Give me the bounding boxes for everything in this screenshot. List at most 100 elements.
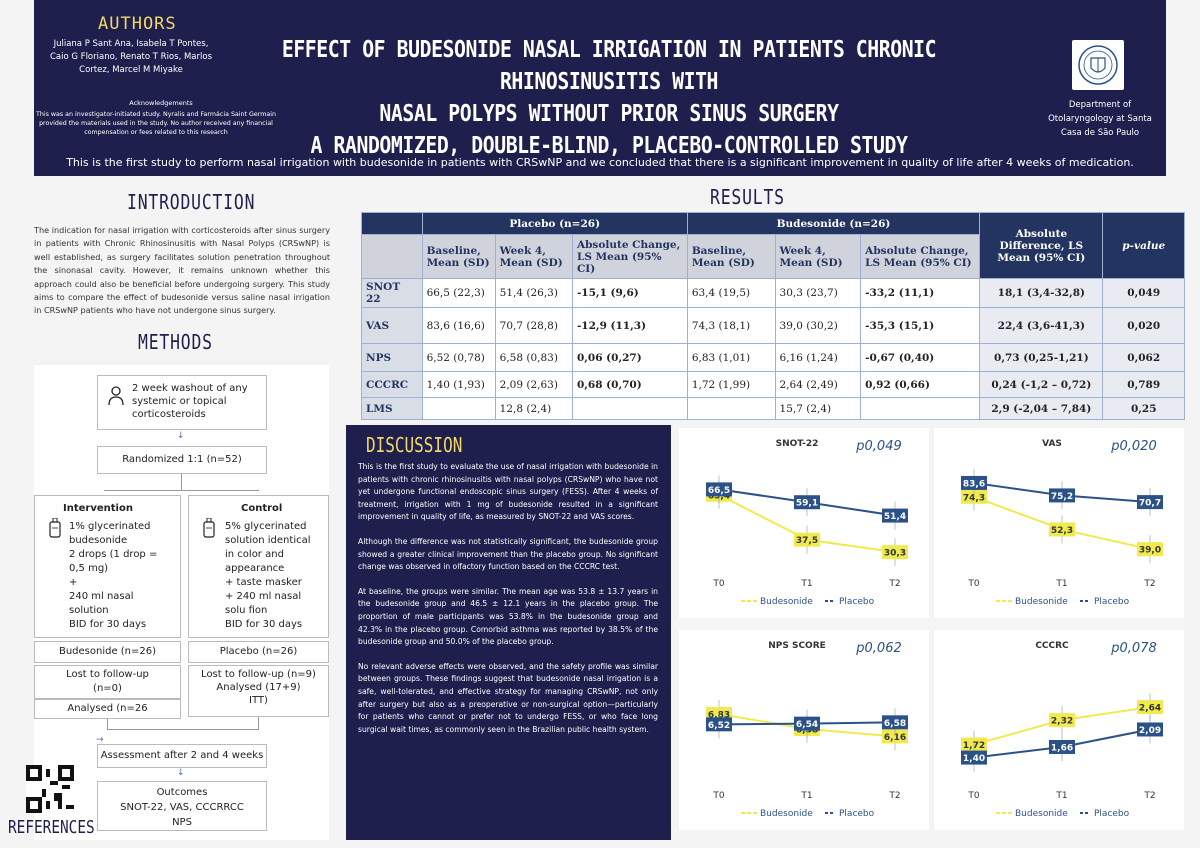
table-cell: 6,16 (1,24) <box>774 343 862 372</box>
data-point <box>794 495 820 510</box>
data-label: 2,64 <box>1139 704 1161 714</box>
chart-title: CCCRC <box>1035 641 1069 651</box>
intervention-lost-box: Lost to follow-up (n=0) <box>34 665 181 699</box>
chart-vas: VAS p0,020 T0 T1 T2 74,3 52,3 39,0 83,6 75,2 70,7 B… <box>934 428 1184 618</box>
data-label: 83,6 <box>963 479 985 489</box>
table-cell: 0,73 (0,25-1,21) <box>979 343 1104 372</box>
control-title: Control <box>241 503 283 514</box>
legend-label: Placebo <box>839 809 875 819</box>
assessment-box: Assessment after 2 and 4 weeks <box>97 744 267 768</box>
table-cell: 2,9 (-2,04 – 7,84) <box>979 397 1104 420</box>
column-header: Baseline, Mean (SD) <box>686 234 776 279</box>
qr-code[interactable] <box>26 765 74 813</box>
data-point <box>1137 722 1163 737</box>
table-row: CCCRC 1,40 (1,93) 2,09 (2,63) 0,68 (0,70… <box>361 371 1185 398</box>
table-label-header <box>361 234 423 279</box>
budesonide-group-box: Budesonide (n=26) <box>34 641 181 663</box>
control-lost-box: Lost to follow-up (n=9) Analysed (17+9) … <box>188 665 329 717</box>
data-label: 2,32 <box>1051 717 1073 727</box>
table-cell: 18,1 (3,4-32,8) <box>979 278 1104 308</box>
table-cell: 2,64 (2,49) <box>774 371 862 398</box>
poster-title: EFFECT OF BUDESONIDE NASAL IRRIGATION IN… <box>265 34 953 162</box>
table-row: LMS 12,8 (2,4) 15,7 (2,4) 2,9 (-2,04 – 7… <box>361 397 1185 420</box>
x-tick-label: T1 <box>1055 579 1067 589</box>
x-tick-label: T0 <box>712 791 724 801</box>
outcomes-line: Outcomes <box>156 787 208 798</box>
chart-title: NPS SCORE <box>768 641 826 651</box>
data-point <box>706 717 732 732</box>
data-point <box>1049 739 1075 754</box>
table-cell: 22,4 (3,6-41,3) <box>979 307 1104 344</box>
row-label: SNOT 22 <box>361 278 423 308</box>
chart-title: VAS <box>1042 439 1062 449</box>
discussion-panel: DISCUSSION This is the first study to ev… <box>346 425 671 840</box>
chart-title: SNOT-22 <box>776 439 819 449</box>
pvalue-header: p-value <box>1102 212 1185 279</box>
bottle-icon <box>49 518 61 538</box>
table-cell: 0,24 (-1,2 – 0,72) <box>979 371 1104 398</box>
control-line: solution identical <box>225 535 311 546</box>
legend-label: Budesonide <box>1015 809 1068 819</box>
connector-line <box>258 717 259 729</box>
control-line: + 240 ml nasal <box>225 591 302 602</box>
table-cell: 51,4 (26,3) <box>494 278 573 308</box>
data-label: 30,3 <box>884 549 906 559</box>
table-group-header-row: Placebo (n=26) Budesonide (n=26) Absolut… <box>361 212 1185 279</box>
table-cell: 15,7 (2,4) <box>774 397 862 420</box>
chart-nps: NPS SCOREp0,062T0T1T26,836,386,166,526,5… <box>679 630 929 830</box>
lost-line: Lost to follow-up <box>66 669 149 680</box>
arrow-down-icon: ↓ <box>177 431 185 441</box>
data-label: 52,3 <box>1051 526 1073 536</box>
data-label: 6,58 <box>884 719 906 729</box>
intervention-line: BID for 30 days <box>69 619 147 630</box>
placebo-group-header: Placebo (n=26) <box>421 212 688 235</box>
author-line: Cortez, Marcel M Miyake <box>79 65 183 75</box>
x-tick-label: T1 <box>1055 791 1067 801</box>
intervention-line: + <box>69 577 78 588</box>
table-cell: 0,06 (0,27) <box>571 343 688 372</box>
person-icon <box>108 386 124 406</box>
table-cell: 0,25 <box>1102 397 1185 420</box>
column-header: Absolute Change, LS Mean (95% CI) <box>571 234 688 279</box>
introduction-title: INTRODUCTION <box>127 190 256 214</box>
intervention-box: Intervention 1% glycerinated budesonide … <box>34 495 181 638</box>
chart-snot22: SNOT-22p0,049T0T1T263,437,530,366,559,15… <box>679 428 929 618</box>
data-label: 2,09 <box>1139 726 1161 736</box>
authors-title: AUTHORS <box>98 14 177 34</box>
data-point <box>882 729 908 744</box>
table-cell: 12,8 (2,4) <box>494 397 573 420</box>
table-cell: 74,3 (18,1) <box>686 307 776 344</box>
chart-pvalue: p0,020 <box>1110 439 1156 454</box>
institution-logo <box>1072 40 1124 90</box>
control-line: appearance <box>225 563 285 574</box>
chart-svg: SNOT-22p0,049T0T1T263,437,530,366,559,15… <box>706 439 908 607</box>
intervention-line: 2 drops (1 drop = <box>69 549 158 560</box>
data-point <box>882 715 908 730</box>
department-line: Department of <box>1068 100 1132 110</box>
author-line: Caio G Floriano, Renato T Rios, Marlos <box>49 52 212 62</box>
data-label: 74,3 <box>963 493 985 503</box>
data-label: 6,54 <box>796 720 818 730</box>
chart-svg: VAS p0,020 T0 T1 T2 74,3 52,3 39,0 83,6 75,2 70,7 B… <box>961 439 1163 607</box>
table-cell: 83,6 (16,6) <box>421 307 496 344</box>
x-tick-label: T1 <box>800 791 812 801</box>
intervention-line: 240 ml nasal <box>69 591 134 602</box>
data-label: 1,66 <box>1051 743 1073 753</box>
column-header: Week 4, Mean (SD) <box>774 234 862 279</box>
legend-label: Budesonide <box>760 597 813 607</box>
lost-line: Lost to follow-up (n=9) <box>201 669 316 680</box>
table-corner <box>361 212 423 235</box>
table-cell <box>571 397 688 420</box>
control-line: solu fion <box>225 605 268 616</box>
data-point <box>1137 542 1163 557</box>
row-label: CCCRC <box>361 371 423 398</box>
bottle-icon <box>203 518 215 538</box>
randomized-box: Randomized 1:1 (n=52) <box>97 446 267 474</box>
outcomes-line: NPS <box>172 817 192 828</box>
table-cell: 63,4 (19,5) <box>686 278 776 308</box>
author-line: Juliana P Sant Ana, Isabela T Pontes, <box>53 39 209 49</box>
table-cell: 6,83 (1,01) <box>686 343 776 372</box>
legend-label: Budesonide <box>1015 597 1068 607</box>
control-line: in color and <box>225 549 284 560</box>
